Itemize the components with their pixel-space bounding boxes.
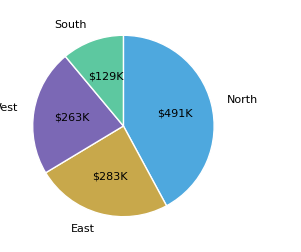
Wedge shape: [33, 56, 123, 173]
Text: East: East: [71, 224, 95, 234]
Text: North: North: [227, 95, 259, 105]
Text: $283K: $283K: [92, 172, 127, 182]
Wedge shape: [65, 35, 123, 126]
Text: South: South: [54, 20, 87, 30]
Wedge shape: [123, 35, 214, 206]
Text: $129K: $129K: [88, 72, 123, 82]
Text: $263K: $263K: [54, 112, 89, 122]
Text: $491K: $491K: [157, 108, 192, 118]
Text: West: West: [0, 103, 18, 113]
Wedge shape: [46, 126, 166, 217]
